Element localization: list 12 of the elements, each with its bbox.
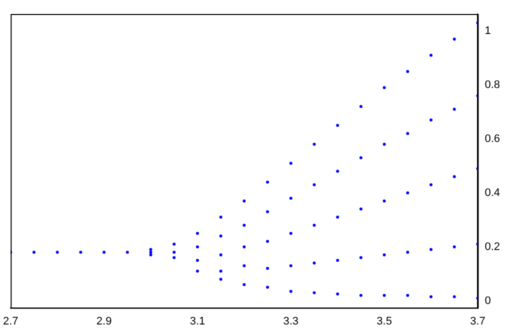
y-tick-label: 1 [484,25,491,38]
y-tick-label: 0.6 [484,132,500,145]
y-tick-label: 0.2 [484,240,500,253]
x-tick-label: 3.1 [190,315,206,328]
y-tick-label: 0.4 [484,186,500,199]
x-tick-label: 3.3 [283,315,299,328]
y-tick-label: 0 [484,294,491,307]
x-tick-label: 2.9 [96,315,112,328]
x-tick-label: 3.5 [376,315,392,328]
x-tick-label: 3.7 [470,315,486,328]
x-tick-label: 2.7 [2,315,18,328]
y-tick-label: 0.8 [484,78,500,91]
